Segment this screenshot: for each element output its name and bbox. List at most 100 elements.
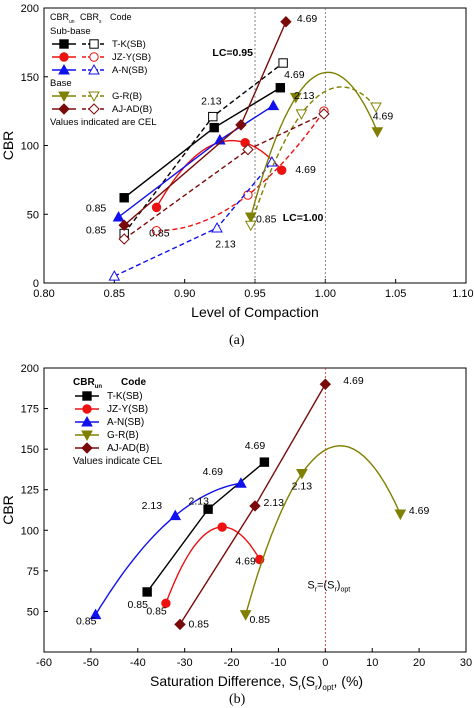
data-point xyxy=(318,108,330,120)
series-line xyxy=(114,161,273,277)
data-label: 0.85 xyxy=(149,227,170,239)
x-axis-label: Saturation Difference, Sr(Sr)opt, (%) xyxy=(150,673,363,692)
legend-marker xyxy=(82,404,92,414)
legend-marker xyxy=(58,91,70,103)
data-point xyxy=(280,16,292,28)
series-line xyxy=(95,482,242,616)
data-label: 0.85 xyxy=(86,203,107,215)
data-point xyxy=(208,111,218,122)
chart-a: 0.80 0.85 0.90 0.95 1.00 1.05 1.100 0 50 100 150 20… xyxy=(0,3,474,320)
legend-entry-label: T-K(SB) xyxy=(112,39,146,50)
x-tick-label: 0.90 xyxy=(174,288,195,300)
x-tick-label: 1.00 xyxy=(315,288,336,300)
data-point xyxy=(151,202,162,213)
legend-entry-label: AJ-AD(B) xyxy=(112,104,152,115)
data-point xyxy=(249,500,261,512)
x-tick-label: 0.95 xyxy=(244,288,265,300)
series-jz-y-sb- xyxy=(151,138,287,213)
data-point xyxy=(370,102,382,114)
data-label: 4.69 xyxy=(295,164,316,176)
legend-marker xyxy=(59,39,69,49)
caption-a: (a) xyxy=(229,333,245,348)
legend-entry-label: G-R(B) xyxy=(107,430,139,441)
series-a-n-sb- xyxy=(89,477,247,620)
x-tick-label: -30 xyxy=(177,657,193,669)
x-tick-label: -20 xyxy=(224,657,240,669)
series-a-n-sb- xyxy=(108,155,278,281)
legend-marker xyxy=(81,415,93,427)
legend-entry-label: JZ-Y(SB) xyxy=(112,52,151,63)
data-label: 2.13 xyxy=(264,497,285,509)
legend-group-label: Base xyxy=(50,78,72,89)
series-line xyxy=(123,62,284,234)
data-label: 2.13 xyxy=(142,500,163,512)
x-tick-label: -10 xyxy=(270,657,286,669)
data-point xyxy=(174,618,186,631)
y-tick-label: 75 xyxy=(27,566,39,578)
data-point xyxy=(89,608,102,620)
x-tick-label: -50 xyxy=(83,657,99,669)
x-tick-label: 20 xyxy=(413,657,425,669)
data-point xyxy=(295,109,308,120)
series-t-k-sb- xyxy=(119,58,288,239)
legend-marker xyxy=(58,103,70,115)
series-t-k-sb- xyxy=(142,457,270,597)
x-tick-label: 0.85 xyxy=(104,288,125,300)
series-line xyxy=(165,526,261,604)
legend-entry-label: G-R(B) xyxy=(112,91,142,102)
series-line xyxy=(250,86,377,226)
legend-entry-label: A-N(SB) xyxy=(112,65,147,76)
data-point xyxy=(118,219,130,231)
data-label: 2.13 xyxy=(189,495,210,507)
legend-entry-label: A-N(SB) xyxy=(107,417,144,428)
data-point xyxy=(151,226,162,236)
y-tick-label: 100 xyxy=(21,525,39,537)
data-point xyxy=(211,221,223,233)
x-tick-label: 0.80 xyxy=(33,288,54,300)
legend-header: Code xyxy=(121,377,146,388)
legend-marker xyxy=(81,430,93,442)
x-tick-label: -60 xyxy=(36,657,52,669)
series-aj-ad-b- xyxy=(118,16,292,231)
legend-note: Values indicate CEL xyxy=(73,456,163,467)
y-tick-label: 50 xyxy=(27,606,39,618)
y-axis-label: CBR xyxy=(0,495,16,525)
series-jz-y-sb- xyxy=(161,522,265,609)
legend-entry-label: AJ-AD(B) xyxy=(107,443,149,454)
x-tick-label: 1.05 xyxy=(385,288,406,300)
legend-marker xyxy=(88,63,100,75)
legend-marker xyxy=(89,52,99,62)
y-tick-label: 175 xyxy=(21,404,39,416)
y-tick-label: 125 xyxy=(21,485,39,497)
legend-header: CBRun xyxy=(50,12,75,25)
data-label: 0.85 xyxy=(256,214,277,226)
reference-line-label: LC=1.00 xyxy=(283,212,324,224)
data-point xyxy=(235,119,247,131)
legend-marker xyxy=(59,52,69,62)
data-label: 0.85 xyxy=(189,619,210,631)
legend-marker xyxy=(82,391,92,401)
data-point xyxy=(296,468,308,480)
legend-header: Code xyxy=(110,12,132,22)
data-point xyxy=(244,220,257,232)
legend-header: CBRun xyxy=(73,377,102,390)
legend-marker xyxy=(88,91,100,103)
x-tick-label: 10 xyxy=(366,657,378,669)
data-point xyxy=(242,143,254,156)
data-point xyxy=(209,122,219,133)
data-label: 2.13 xyxy=(294,90,315,102)
data-point xyxy=(119,193,129,203)
x-tick-label: 30 xyxy=(460,657,472,669)
legend-marker xyxy=(89,39,99,49)
series-line xyxy=(156,110,325,232)
data-point xyxy=(277,165,287,175)
series-line xyxy=(244,445,402,615)
reference-line-label: LC=0.95 xyxy=(212,47,253,59)
y-axis-label: CBR xyxy=(0,131,16,161)
legend-entry-label: JZ-Y(SB) xyxy=(107,404,148,415)
data-label: 2.13 xyxy=(292,481,313,493)
data-label: 4.69 xyxy=(245,440,266,452)
legend-group-label: Sub-base xyxy=(50,26,91,37)
data-label: 2.13 xyxy=(201,95,222,107)
